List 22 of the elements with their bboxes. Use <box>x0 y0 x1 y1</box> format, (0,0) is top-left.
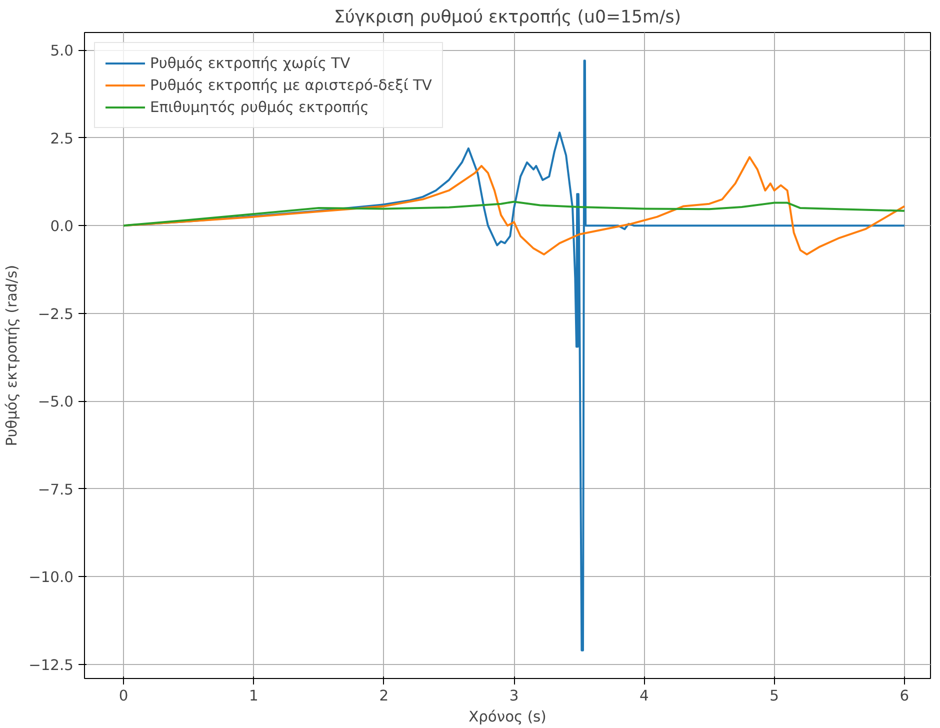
y-tick-label: 0.0 <box>50 218 74 236</box>
x-axis-title: Χρόνος (s) <box>468 708 546 726</box>
y-tick-label: −7.5 <box>38 481 74 498</box>
x-tick-label: 4 <box>640 688 649 704</box>
y-axis-title: Ρυθμός εκτροπής (rad/s) <box>4 264 21 446</box>
legend-label: Επιθυμητός ρυθμός εκτροπής <box>150 98 369 116</box>
legend-label: Ρυθμός εκτροπής χωρίς TV <box>150 54 350 72</box>
x-tick-label: 2 <box>379 688 389 704</box>
x-tick-label: 6 <box>900 688 910 704</box>
y-tick-label: −10.0 <box>28 569 74 586</box>
y-tick-label: −5.0 <box>38 394 74 411</box>
x-tick-label: 1 <box>249 688 258 704</box>
y-tick-label: −12.5 <box>28 656 74 674</box>
y-tick-label: −2.5 <box>38 306 74 323</box>
y-tick-label: 5.0 <box>50 42 74 60</box>
x-tick-label: 3 <box>509 688 519 704</box>
line-series <box>122 200 906 227</box>
y-tick-label: 2.5 <box>50 130 74 148</box>
x-tick-label: 5 <box>770 688 779 704</box>
x-tick-label: 0 <box>118 688 128 704</box>
legend-label: Ρυθμός εκτροπής με αριστερό-δεξί TV <box>150 76 432 94</box>
chart-title: Σύγκριση ρυθμού εκτροπής (u0=15m/s) <box>334 8 682 28</box>
